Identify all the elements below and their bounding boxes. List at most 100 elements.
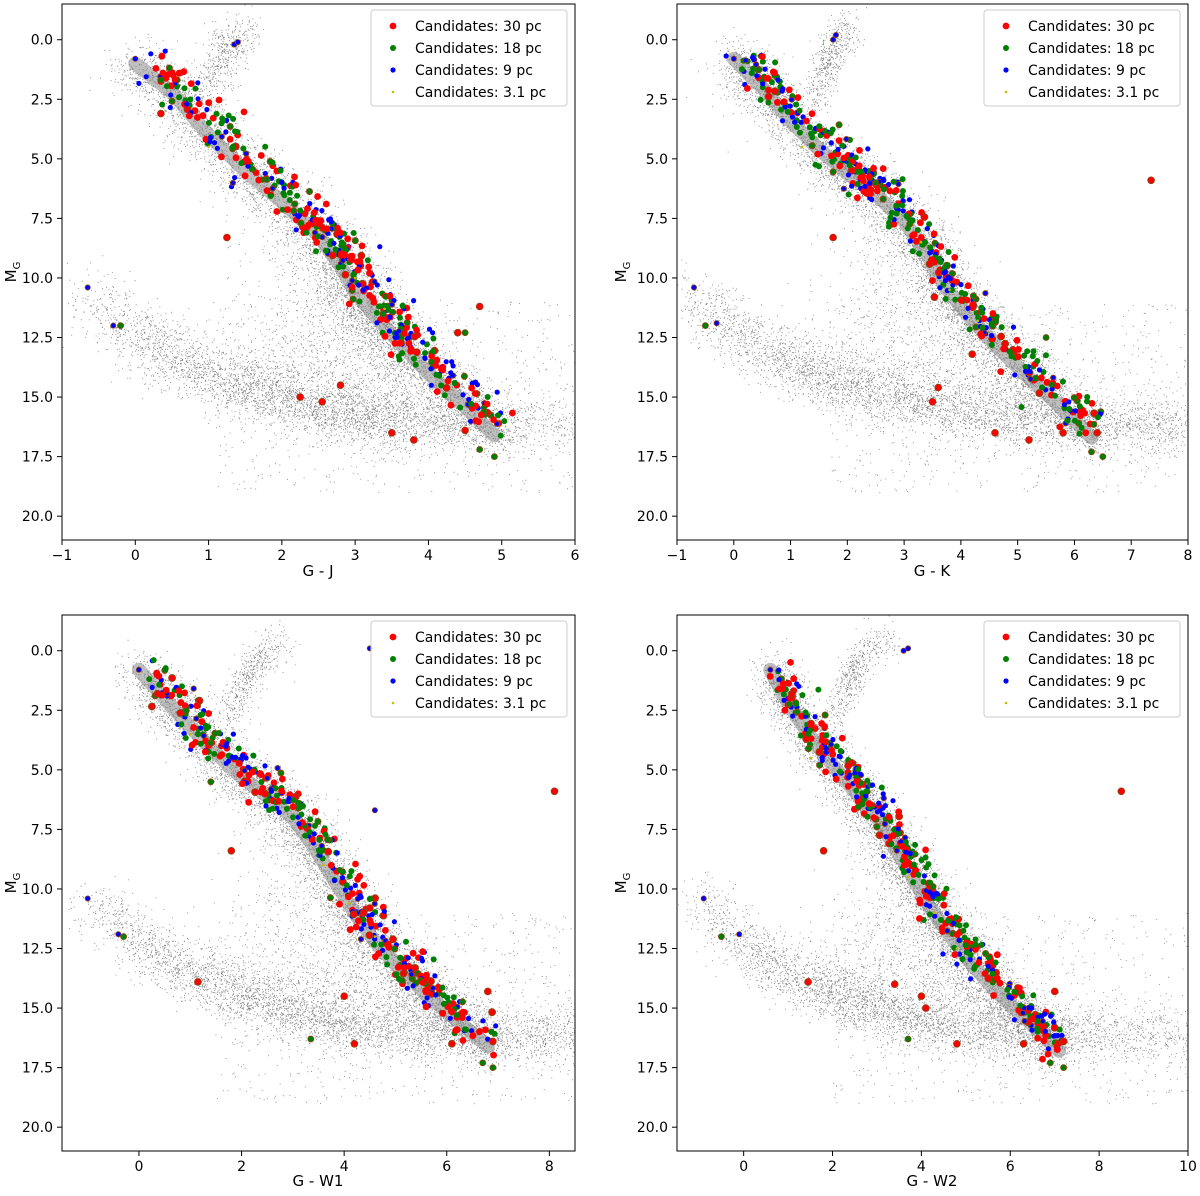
candidate-cloud-marker: [270, 779, 278, 787]
candidate-cloud-marker: [723, 53, 729, 59]
candidate-cloud-marker: [380, 302, 387, 309]
x-tick-label: 6: [442, 1159, 451, 1175]
candidate-cloud-marker: [452, 1027, 459, 1034]
candidate-cloud-marker: [198, 718, 206, 725]
candidate-cloud-marker: [1084, 398, 1090, 405]
candidate-cloud-marker: [789, 114, 796, 120]
candidate-cloud-marker: [204, 106, 210, 113]
candidate-marker: [479, 1059, 487, 1067]
candidate-cloud-marker: [199, 711, 206, 718]
candidate-cloud-marker: [853, 777, 861, 785]
candidate-cloud-marker: [341, 270, 350, 279]
candidate-cloud-marker: [953, 278, 961, 286]
candidate-cloud-marker: [905, 868, 911, 874]
candidate-cloud-marker: [240, 145, 247, 152]
candidate-cloud-marker: [348, 283, 356, 291]
candidate-cloud-marker: [195, 80, 201, 86]
candidate-cloud-marker: [1056, 1026, 1063, 1033]
candidate-cloud-marker: [440, 992, 447, 999]
legend-entry-label: Candidates: 30 pc: [1028, 630, 1155, 646]
candidate-cloud-marker: [799, 692, 806, 699]
candidate-marker: [1050, 987, 1059, 996]
x-axis: −1 0 1 2 3 4 5 6: [52, 540, 580, 564]
candidate-cloud-marker: [410, 983, 416, 989]
candidate-cloud-marker: [324, 836, 332, 844]
panel-g-w1: 0 2 4 6 8 0.0 2.5 5.0 7.5 10.0 12.5 15.0 17.5 20.0 G…: [0, 611, 590, 1192]
candidate-cloud-marker: [965, 305, 971, 311]
chart-g-w2: 0 2 4 6 8 10 0.0 2.5 5.0 7.5 10.0 12.5 15.0 17.5 20.0…: [612, 614, 1197, 1190]
candidate-cloud-marker: [156, 681, 163, 688]
candidate-cloud-marker: [407, 347, 415, 355]
candidate-cloud-marker: [833, 761, 839, 767]
candidate-cloud-marker: [251, 788, 260, 797]
candidate-cloud-marker: [863, 793, 869, 799]
candidate-cloud-marker: [352, 882, 358, 888]
candidate-cloud-marker: [277, 167, 284, 174]
candidate-cloud-marker: [1018, 404, 1025, 410]
candidate-cloud-marker: [742, 57, 749, 64]
candidate-cloud-marker: [849, 183, 855, 189]
candidate-cloud-marker: [888, 841, 895, 848]
candidate-cloud-marker: [143, 74, 149, 80]
candidate-cloud-marker: [346, 873, 353, 880]
candidate-cloud-marker: [1016, 984, 1023, 992]
candidate-cloud-marker: [404, 336, 410, 342]
candidate-cloud-marker: [433, 388, 441, 395]
x-tick-label: −1: [52, 548, 73, 564]
candidate-cloud-marker: [892, 187, 900, 194]
candidate-cloud-marker: [346, 926, 354, 934]
candidate-marker: [207, 145, 210, 149]
panel-g-k: −1 0 1 2 3 4 5 6 7 8 0.0 2.5 5.0 7.5 10.0 12.5 15.0 17.5…: [610, 0, 1200, 596]
candidate-cloud-marker: [922, 239, 929, 246]
candidate-cloud-marker: [241, 767, 248, 774]
candidate-cloud-marker: [1051, 1019, 1057, 1025]
candidate-cloud-marker: [411, 355, 417, 362]
candidate-cloud-marker: [943, 269, 949, 275]
x-axis-label: G - J: [303, 562, 334, 580]
candidate-cloud-marker: [909, 248, 916, 255]
candidate-marker: [767, 666, 774, 673]
candidate-cloud-marker: [340, 263, 347, 270]
legend-marker: [1002, 633, 1010, 641]
legend: Candidates: 30 pc Candidates: 18 pc Candid…: [983, 9, 1181, 107]
candidate-marker: [1088, 448, 1095, 456]
candidate-cloud-marker: [295, 799, 302, 806]
candidate-cloud-marker: [1021, 1018, 1028, 1025]
candidate-cloud-marker: [922, 854, 929, 861]
candidate-cloud-marker: [422, 1003, 430, 1011]
candidate-cloud-marker: [488, 1008, 497, 1017]
y-tick-label: 2.5: [31, 92, 53, 108]
candidate-marker: [475, 302, 484, 311]
candidate-marker: [819, 847, 828, 855]
candidate-cloud-marker: [927, 250, 933, 256]
x-axis: 0 2 4 6 8 10: [739, 1151, 1197, 1175]
candidate-cloud-marker: [907, 238, 913, 244]
y-tick-label: 7.5: [646, 822, 668, 838]
candidate-cloud-marker: [195, 96, 201, 102]
candidate-marker: [117, 322, 124, 330]
candidate-cloud-marker: [394, 964, 402, 971]
candidate-cloud-marker: [364, 257, 371, 264]
candidate-cloud-marker: [864, 777, 871, 784]
candidate-cloud-marker: [339, 868, 346, 875]
candidate-cloud-marker: [1014, 353, 1022, 361]
candidate-cloud-marker: [883, 834, 889, 840]
candidate-cloud-marker: [792, 119, 798, 125]
candidate-cloud-marker: [891, 826, 898, 833]
candidate-cloud-marker: [426, 326, 433, 332]
candidate-cloud-marker: [290, 814, 297, 821]
candidate-cloud-marker: [263, 175, 271, 183]
candidate-marker: [905, 645, 912, 652]
candidate-cloud-marker: [214, 129, 221, 136]
candidate-cloud-marker: [356, 298, 363, 305]
candidate-cloud-marker: [975, 959, 983, 966]
candidate-cloud-marker: [150, 657, 157, 664]
candidate-cloud-marker: [339, 875, 346, 881]
candidate-cloud-marker: [1043, 352, 1049, 359]
candidate-cloud-marker: [1015, 346, 1022, 353]
candidate-cloud-marker: [274, 765, 281, 772]
candidate-cloud-marker: [459, 998, 466, 1006]
candidate-marker: [461, 329, 469, 337]
candidate-cloud-marker: [311, 808, 319, 816]
candidate-cloud-marker: [480, 1018, 486, 1024]
